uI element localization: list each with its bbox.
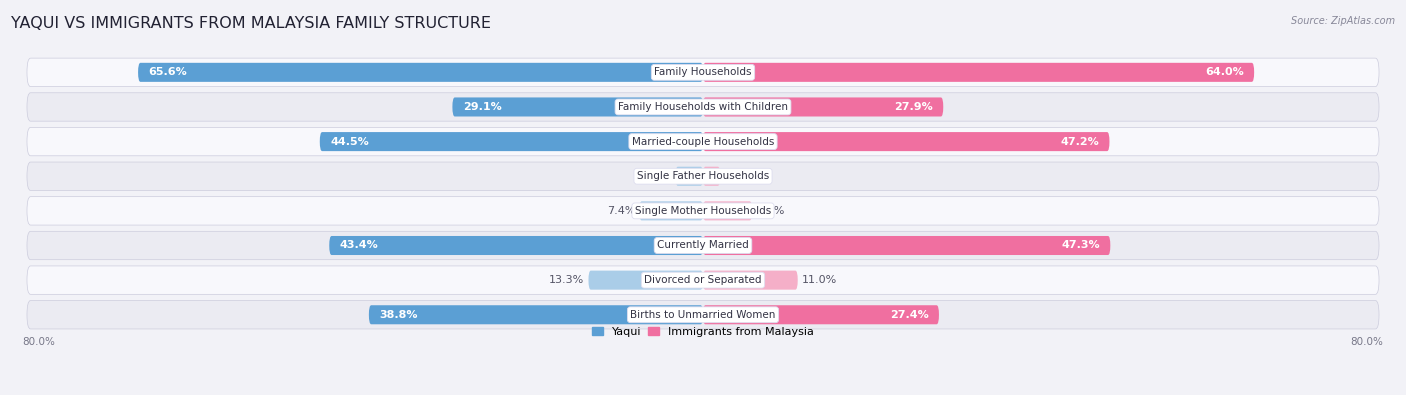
FancyBboxPatch shape — [703, 63, 1254, 82]
Text: Family Households: Family Households — [654, 67, 752, 77]
Text: 64.0%: 64.0% — [1205, 67, 1244, 77]
Text: 47.2%: 47.2% — [1060, 137, 1099, 147]
FancyBboxPatch shape — [640, 201, 703, 220]
Text: 38.8%: 38.8% — [380, 310, 418, 320]
FancyBboxPatch shape — [27, 231, 1379, 260]
FancyBboxPatch shape — [703, 98, 943, 117]
Text: Family Households with Children: Family Households with Children — [619, 102, 787, 112]
Text: 27.4%: 27.4% — [890, 310, 928, 320]
FancyBboxPatch shape — [675, 167, 703, 186]
Text: 27.9%: 27.9% — [894, 102, 934, 112]
Text: Single Father Households: Single Father Households — [637, 171, 769, 181]
FancyBboxPatch shape — [27, 162, 1379, 190]
Text: 11.0%: 11.0% — [801, 275, 837, 285]
Text: 47.3%: 47.3% — [1062, 241, 1099, 250]
Text: Single Mother Households: Single Mother Households — [636, 206, 770, 216]
FancyBboxPatch shape — [589, 271, 703, 290]
FancyBboxPatch shape — [703, 201, 752, 220]
FancyBboxPatch shape — [27, 58, 1379, 87]
FancyBboxPatch shape — [368, 305, 703, 324]
FancyBboxPatch shape — [703, 167, 720, 186]
Legend: Yaqui, Immigrants from Malaysia: Yaqui, Immigrants from Malaysia — [592, 327, 814, 337]
FancyBboxPatch shape — [27, 301, 1379, 329]
Text: 3.2%: 3.2% — [643, 171, 671, 181]
Text: Divorced or Separated: Divorced or Separated — [644, 275, 762, 285]
Text: Married-couple Households: Married-couple Households — [631, 137, 775, 147]
Text: 2.0%: 2.0% — [724, 171, 752, 181]
FancyBboxPatch shape — [27, 128, 1379, 156]
FancyBboxPatch shape — [27, 197, 1379, 225]
Text: 13.3%: 13.3% — [550, 275, 585, 285]
Text: Source: ZipAtlas.com: Source: ZipAtlas.com — [1291, 16, 1395, 26]
Text: 65.6%: 65.6% — [149, 67, 187, 77]
FancyBboxPatch shape — [329, 236, 703, 255]
Text: 80.0%: 80.0% — [22, 337, 56, 347]
Text: Births to Unmarried Women: Births to Unmarried Women — [630, 310, 776, 320]
Text: Currently Married: Currently Married — [657, 241, 749, 250]
Text: YAQUI VS IMMIGRANTS FROM MALAYSIA FAMILY STRUCTURE: YAQUI VS IMMIGRANTS FROM MALAYSIA FAMILY… — [11, 16, 491, 31]
Text: 29.1%: 29.1% — [463, 102, 502, 112]
Text: 5.7%: 5.7% — [756, 206, 785, 216]
FancyBboxPatch shape — [27, 266, 1379, 294]
FancyBboxPatch shape — [138, 63, 703, 82]
FancyBboxPatch shape — [319, 132, 703, 151]
FancyBboxPatch shape — [703, 132, 1109, 151]
FancyBboxPatch shape — [27, 93, 1379, 121]
FancyBboxPatch shape — [453, 98, 703, 117]
Text: 43.4%: 43.4% — [340, 241, 378, 250]
Text: 80.0%: 80.0% — [1350, 337, 1384, 347]
FancyBboxPatch shape — [703, 305, 939, 324]
FancyBboxPatch shape — [703, 236, 1111, 255]
Text: 7.4%: 7.4% — [606, 206, 636, 216]
FancyBboxPatch shape — [703, 271, 797, 290]
Text: 44.5%: 44.5% — [330, 137, 368, 147]
